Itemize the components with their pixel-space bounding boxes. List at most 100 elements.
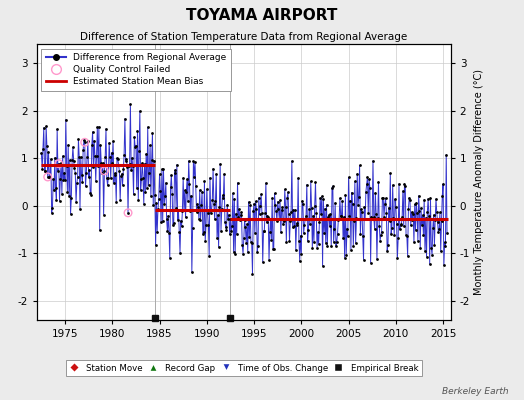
Point [54,160,63,167]
Point [435,226,443,232]
Point [396,221,405,228]
Point [332,243,340,249]
Point [178,223,186,230]
Point [377,232,385,239]
Point [62,116,70,123]
Point [418,222,426,228]
Point [430,212,438,218]
Point [127,167,135,173]
Point [148,130,157,136]
Point [45,149,53,155]
Point [62,162,71,169]
Point [133,185,141,191]
Point [99,160,107,166]
Point [280,186,289,192]
Point [388,182,397,188]
Point [369,214,378,220]
Point [423,209,432,216]
Point [377,228,386,235]
Point [274,198,282,205]
Point [115,168,124,174]
Point [302,213,310,219]
Point [190,174,199,180]
Point [228,222,236,229]
Point [40,168,49,174]
Point [53,126,61,132]
Point [100,168,108,174]
Y-axis label: Monthly Temperature Anomaly Difference (°C): Monthly Temperature Anomaly Difference (… [474,69,484,295]
Point [100,211,108,218]
Point [266,215,275,222]
Point [38,166,47,172]
Point [333,231,342,237]
Point [49,176,58,182]
Point [48,210,56,216]
Point [352,240,360,246]
Point [65,192,73,199]
Point [418,212,427,218]
Point [85,167,94,173]
Point [442,151,451,158]
Point [267,237,276,243]
Point [194,204,202,210]
Point [283,195,291,201]
Point [60,169,69,176]
Point [259,228,268,234]
Point [45,174,53,180]
Point [344,233,352,240]
Point [206,210,215,216]
Point [217,228,225,234]
Point [208,207,216,213]
Point [285,238,293,245]
Point [249,208,257,214]
Point [80,137,88,143]
Point [50,187,58,194]
Point [73,174,82,180]
Point [204,222,213,228]
Point [265,257,273,264]
Point [330,239,338,245]
Point [333,239,341,245]
Point [225,212,233,218]
Point [213,235,221,242]
Point [398,214,406,220]
Point [208,197,216,203]
Point [193,201,202,208]
Point [441,239,449,246]
Point [324,214,332,220]
Point [214,212,222,218]
Point [274,206,282,212]
Point [320,229,329,236]
Point [327,243,335,249]
Point [263,212,271,219]
Point [336,213,345,220]
Point [281,204,290,210]
Point [184,158,193,164]
Point [215,204,224,210]
Point [368,215,376,221]
Point [263,219,271,226]
Point [184,198,192,204]
Point [92,178,100,184]
Point [43,174,52,180]
Point [42,123,50,130]
Point [129,191,138,198]
Point [308,244,316,251]
Point [78,172,86,178]
Point [414,192,423,199]
Point [429,224,437,231]
Point [56,197,64,204]
Point [211,216,219,222]
Point [244,249,252,255]
Point [415,208,423,214]
Point [438,193,446,199]
Point [254,243,262,249]
Point [421,248,429,254]
Text: TOYAMA AIRPORT: TOYAMA AIRPORT [187,8,337,23]
Point [235,206,243,212]
Point [119,166,127,172]
Point [319,196,328,202]
Point [51,185,60,191]
Point [443,230,451,236]
Point [356,231,365,237]
